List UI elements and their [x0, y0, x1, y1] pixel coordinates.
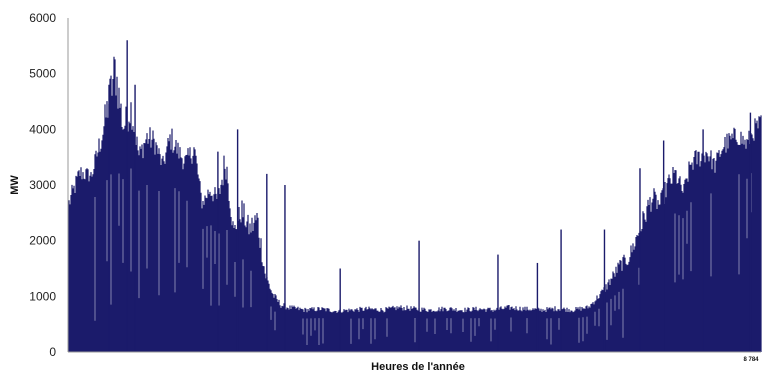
y-tick-label: 2000: [29, 234, 56, 248]
series-area: [68, 56, 762, 352]
x-end-tick-label: 8 784: [743, 357, 759, 363]
y-tick-label: 5000: [29, 67, 56, 81]
y-tick-label: 0: [49, 345, 56, 359]
y-tick-label: 4000: [29, 122, 56, 136]
y-tick-label: 3000: [29, 178, 56, 192]
y-axis-label: MW: [9, 175, 21, 195]
series-texture: [94, 168, 752, 345]
y-tick-labels: 0 1000 2000 3000 4000 5000 6000: [29, 11, 56, 359]
y-tick-label: 1000: [29, 289, 56, 303]
y-tick-label: 6000: [29, 11, 56, 25]
x-axis-label: Heures de l'année: [371, 361, 465, 373]
plot-area: [68, 40, 762, 352]
